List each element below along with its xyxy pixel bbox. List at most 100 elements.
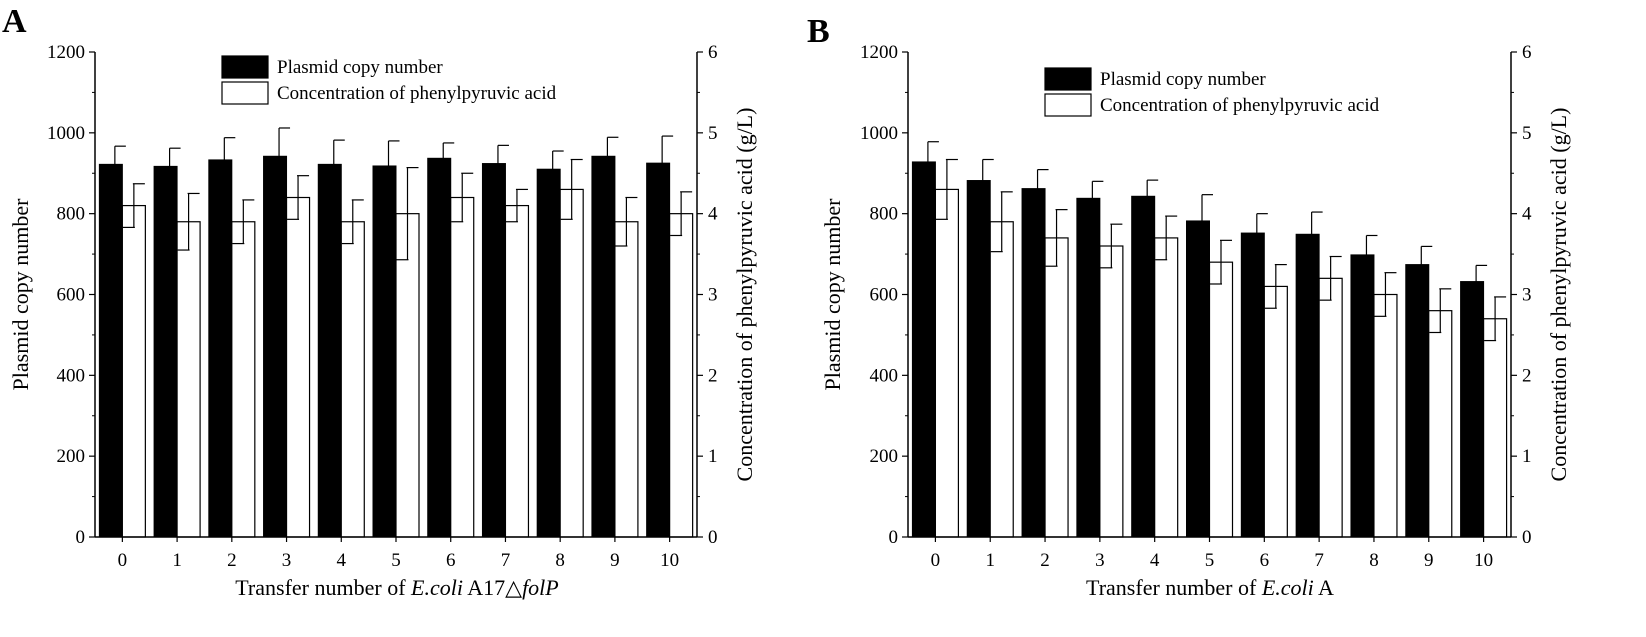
x-axis-title-part: Transfer number of: [1086, 575, 1262, 600]
y-tick-label-left: 1200: [860, 42, 898, 63]
y-tick-label-left: 800: [870, 204, 899, 225]
panel-label: B: [807, 13, 830, 50]
bar-plasmid-copy-number: [1076, 197, 1101, 538]
bar-phenylpyruvic-acid: [340, 221, 365, 538]
bar-plasmid-copy-number: [966, 180, 991, 538]
x-tick-label: 9: [610, 550, 620, 571]
bar-plasmid-copy-number: [153, 165, 178, 538]
bar-plasmid-copy-number: [317, 163, 342, 538]
bar-plasmid-copy-number: [263, 155, 288, 538]
bar-phenylpyruvic-acid: [989, 221, 1014, 538]
bar-plasmid-copy-number: [1350, 254, 1375, 538]
bar-phenylpyruvic-acid: [1208, 261, 1234, 538]
y-tick-label-right: 2: [1522, 365, 1532, 386]
x-tick-label: 4: [1150, 550, 1160, 571]
y-tick-label-left: 200: [870, 446, 899, 467]
y-tick-label-right: 6: [708, 42, 718, 63]
y-axis-title-right: Concentration of phenylpyruvic acid (g/L…: [1546, 108, 1571, 482]
chart-panel-b: B 0 1 2 3 4 5 6 7 8 9 10 0 200 400 600 800 1000 1200 0 1 2 3 4 5…: [807, 13, 1571, 600]
x-axis-title-part: Transfer number of: [235, 575, 411, 600]
legend-swatch-phenylpyruvic: [1044, 93, 1092, 117]
x-axis-title: Transfer number of E.coli A17△folP: [235, 575, 558, 600]
bar-phenylpyruvic-acid: [231, 221, 256, 538]
bar-plasmid-copy-number: [427, 157, 452, 538]
y-tick-label-left: 1200: [47, 42, 85, 63]
x-tick-label: 7: [501, 550, 511, 571]
x-tick-label: 2: [1040, 550, 1050, 571]
bar-plasmid-copy-number: [536, 168, 561, 538]
x-tick-label: 5: [391, 550, 401, 571]
bar-phenylpyruvic-acid: [614, 221, 639, 538]
y-tick-label-left: 400: [870, 365, 899, 386]
bar-plasmid-copy-number: [591, 155, 616, 538]
x-axis-title-part: E.coli: [410, 575, 463, 600]
x-tick-label: 7: [1314, 550, 1324, 571]
legend-swatch-plasmid: [1044, 67, 1092, 91]
bar-plasmid-copy-number: [208, 159, 233, 538]
bar-phenylpyruvic-acid: [285, 196, 311, 538]
x-axis-title-part: folP: [522, 575, 559, 600]
x-axis-title-part: △: [505, 575, 522, 600]
y-tick-label-right: 4: [708, 204, 718, 225]
x-tick-label: 5: [1205, 550, 1215, 571]
bar-plasmid-copy-number: [1021, 188, 1046, 538]
y-axis-title-left: Plasmid copy number: [820, 198, 845, 391]
y-tick-label-left: 0: [76, 527, 86, 548]
bar-phenylpyruvic-acid: [395, 213, 420, 538]
bar-phenylpyruvic-acid: [1154, 237, 1179, 538]
legend-label-phenylpyruvic: Concentration of phenylpyruvic acid: [1100, 95, 1380, 116]
y-tick-label-right: 3: [708, 285, 718, 306]
x-tick-label: 2: [227, 550, 237, 571]
legend-label-plasmid: Plasmid copy number: [1100, 69, 1266, 90]
bar-phenylpyruvic-acid: [934, 188, 960, 538]
bar-phenylpyruvic-acid: [504, 204, 530, 538]
bar-plasmid-copy-number: [372, 165, 397, 538]
legend-label-phenylpyruvic: Concentration of phenylpyruvic acid: [277, 83, 557, 104]
x-axis-title-part: E.coli: [1261, 575, 1314, 600]
legend-swatch-phenylpyruvic: [221, 81, 269, 105]
y-tick-label-right: 1: [708, 446, 718, 467]
x-tick-label: 10: [660, 550, 679, 571]
bar-phenylpyruvic-acid: [176, 221, 201, 538]
bar-phenylpyruvic-acid: [1373, 293, 1398, 538]
y-tick-label-left: 0: [889, 527, 899, 548]
y-tick-label-right: 4: [1522, 204, 1532, 225]
y-tick-label-left: 600: [870, 285, 899, 306]
y-tick-label-right: 3: [1522, 285, 1532, 306]
bar-phenylpyruvic-acid: [559, 188, 584, 538]
x-tick-label: 6: [446, 550, 456, 571]
bar-phenylpyruvic-acid: [669, 213, 694, 538]
bar-plasmid-copy-number: [1405, 264, 1430, 538]
y-tick-label-left: 1000: [860, 123, 898, 144]
bar-phenylpyruvic-acid: [1044, 237, 1069, 538]
x-tick-label: 6: [1260, 550, 1270, 571]
x-tick-label: 1: [172, 550, 182, 571]
y-tick-label-right: 0: [1522, 527, 1532, 548]
x-axis-title: Transfer number of E.coli A: [1086, 575, 1334, 600]
y-tick-label-left: 1000: [47, 123, 85, 144]
bar-plasmid-copy-number: [646, 162, 671, 538]
bar-phenylpyruvic-acid: [1263, 285, 1288, 538]
x-axis-title-part: A17: [463, 575, 505, 600]
y-tick-label-left: 800: [57, 204, 86, 225]
legend-swatch-plasmid: [221, 55, 269, 79]
x-tick-label: 3: [1095, 550, 1105, 571]
bar-plasmid-copy-number: [1460, 281, 1485, 538]
bar-plasmid-copy-number: [1240, 232, 1265, 538]
legend-label-plasmid: Plasmid copy number: [277, 57, 443, 78]
x-axis-title-part: A: [1314, 575, 1334, 600]
bar-plasmid-copy-number: [1295, 233, 1320, 538]
x-tick-label: 10: [1474, 550, 1493, 571]
x-tick-label: 8: [555, 550, 565, 571]
bar-plasmid-copy-number: [1186, 220, 1210, 538]
bar-phenylpyruvic-acid: [450, 196, 475, 538]
x-tick-label: 8: [1369, 550, 1379, 571]
y-axis-title-right: Concentration of phenylpyruvic acid (g/L…: [732, 108, 757, 482]
bar-phenylpyruvic-acid: [1482, 318, 1508, 538]
bar-plasmid-copy-number: [98, 163, 123, 538]
y-tick-label-right: 1: [1522, 446, 1532, 467]
y-tick-label-left: 400: [57, 365, 86, 386]
y-tick-label-right: 6: [1522, 42, 1532, 63]
bar-phenylpyruvic-acid: [1428, 310, 1453, 538]
bar-plasmid-copy-number: [911, 161, 936, 538]
